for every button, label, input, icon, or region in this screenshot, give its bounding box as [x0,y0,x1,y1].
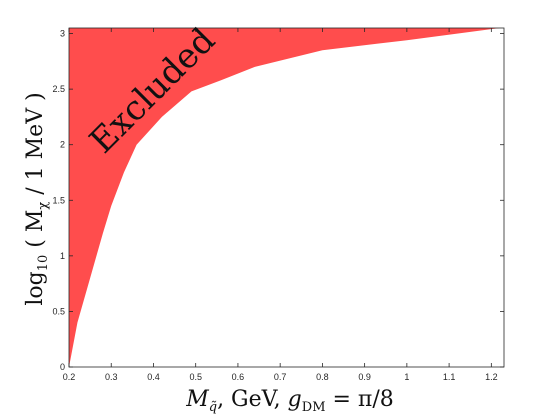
y-tick-label: 2.5 [52,84,65,94]
axes-box [68,27,505,368]
y-tick-label: 3 [60,29,65,39]
x-tick-label: 1 [404,372,409,382]
x-tick-label: 0.6 [232,372,245,382]
excluded-region [69,28,500,367]
x-tick-label: 0.4 [147,372,160,382]
x-tick-label: 0.2 [63,372,76,382]
x-tick-label: 1.2 [485,372,498,382]
x-tick-label: 0.9 [358,372,371,382]
x-tick-label: 0.3 [105,372,118,382]
x-tick-label: 1.1 [443,372,456,382]
y-tick-label: 0 [60,362,65,372]
x-tick-label: 0.5 [189,372,202,382]
svg-text:log10 ( Mχ / 1 MeV ): log10 ( Mχ / 1 MeV ) [23,92,51,305]
y-axis-label: log10 ( Mχ / 1 MeV ) [23,92,51,305]
y-tick-label: 1 [60,251,65,261]
y-tick-label: 0.5 [52,306,65,316]
x-axis-label: Mq̃, GeV, gDM = π/8 [185,387,394,415]
svg-text:Mq̃, GeV, gDM = π/8: Mq̃, GeV, gDM = π/8 [185,387,394,415]
plot-area: 0.2 0.3 0.4 0.5 0.6 0.7 0.8 0.9 1 1.1 1.2 0 0.5 1 1.5 2… [52,27,505,382]
x-tick-label: 0.7 [274,372,287,382]
y-tick-label: 1.5 [52,195,65,205]
y-tick-label: 2 [60,140,65,150]
x-tick-label: 0.8 [316,372,329,382]
